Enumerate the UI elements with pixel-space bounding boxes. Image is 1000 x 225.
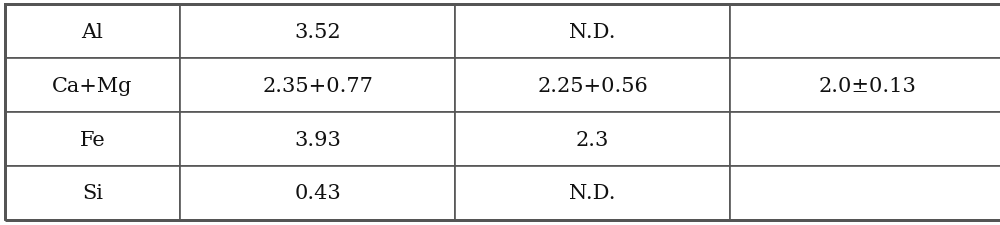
Text: Si: Si [82, 184, 103, 202]
Text: N.D.: N.D. [569, 184, 616, 202]
Bar [730, 59, 1000, 112]
Text: Al: Al [82, 22, 103, 41]
Bar [180, 59, 455, 112]
Text: N.D.: N.D. [569, 22, 616, 41]
Text: 2.0±0.13: 2.0±0.13 [819, 76, 916, 95]
Text: 2.25+0.56: 2.25+0.56 [537, 76, 648, 95]
Text: 3.52: 3.52 [294, 22, 341, 41]
Text: 2.3: 2.3 [576, 130, 609, 149]
Bar [5, 59, 180, 112]
Bar [180, 166, 455, 220]
Bar [455, 112, 730, 166]
Bar [455, 59, 730, 112]
Bar [180, 5, 455, 59]
Bar [730, 166, 1000, 220]
Bar [455, 166, 730, 220]
Text: 3.93: 3.93 [294, 130, 341, 149]
Text: 2.35+0.77: 2.35+0.77 [262, 76, 373, 95]
Text: 0.43: 0.43 [294, 184, 341, 202]
Bar [5, 112, 180, 166]
Bar [5, 5, 180, 59]
Text: Ca+Mg: Ca+Mg [52, 76, 133, 95]
Bar [730, 112, 1000, 166]
Bar [180, 112, 455, 166]
Bar [455, 5, 730, 59]
Bar [5, 166, 180, 220]
Bar [730, 5, 1000, 59]
Text: Fe: Fe [80, 130, 105, 149]
